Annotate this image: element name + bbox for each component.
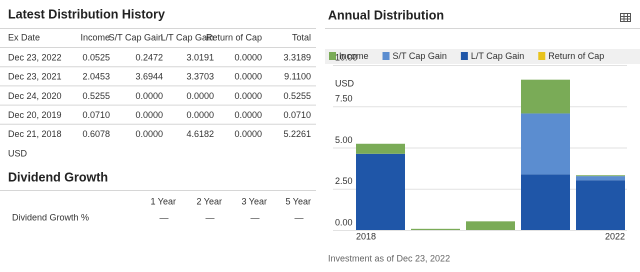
history-title: Latest Distribution History <box>8 7 165 21</box>
column-header: L/T Cap Gain <box>161 32 214 42</box>
cell: 0.0000 <box>234 110 262 120</box>
cell: 0.5255 <box>82 91 110 101</box>
column-header: Income <box>80 32 110 42</box>
legend-swatch <box>329 52 336 60</box>
y-tick-label: 0.00 <box>335 217 353 227</box>
bar-segment <box>576 175 625 177</box>
cell: 0.2472 <box>135 52 163 62</box>
legend-swatch <box>382 52 390 60</box>
legend-label: Income <box>339 51 369 61</box>
chart-title: Annual Distribution <box>328 8 444 22</box>
cell: — <box>160 212 169 222</box>
cell: 3.3703 <box>186 72 214 82</box>
bar-segment <box>411 228 460 230</box>
cell: Dec 24, 2020 <box>8 91 62 101</box>
growth-title: Dividend Growth <box>8 170 108 184</box>
cell: — <box>295 212 304 222</box>
bar-segment <box>576 180 625 230</box>
x-tick-label: 2022 <box>605 231 625 241</box>
cell: 0.5255 <box>283 91 311 101</box>
cell: 3.0191 <box>186 52 214 62</box>
legend-swatch <box>538 52 546 60</box>
bar-segment <box>576 176 625 181</box>
cell: 5.2261 <box>283 129 311 139</box>
y-tick-label: 2.50 <box>335 176 353 186</box>
column-header: Ex Date <box>8 32 40 42</box>
bar-segment <box>466 221 515 230</box>
cell: 0.6078 <box>82 129 110 139</box>
bar-segment <box>521 113 570 175</box>
column-header: Return of Cap <box>206 32 262 42</box>
cell: Dec 21, 2018 <box>8 129 62 139</box>
legend-label: S/T Cap Gain <box>393 51 447 61</box>
cell: — <box>251 212 260 222</box>
column-header: Total <box>292 32 311 42</box>
cell: 9.1100 <box>284 72 311 82</box>
column-header: 3 Year <box>241 196 267 206</box>
column-header: 1 Year <box>150 196 176 206</box>
currency: USD <box>8 148 28 158</box>
cell: 0.0000 <box>135 129 163 139</box>
cell: — <box>206 212 215 222</box>
column-header: 5 Year <box>285 196 311 206</box>
y-tick-label: 5.00 <box>335 135 353 145</box>
column-header: 2 Year <box>196 196 222 206</box>
growth-row-label: Dividend Growth % <box>12 212 89 222</box>
legend-bg <box>325 49 640 64</box>
cell: 0.0710 <box>283 110 311 120</box>
cell: 0.0000 <box>234 91 262 101</box>
cell: 4.6182 <box>186 129 214 139</box>
legend-label: L/T Cap Gain <box>471 51 524 61</box>
table-icon[interactable] <box>620 13 631 23</box>
column-header: S/T Cap Gain <box>109 32 163 42</box>
legend-swatch <box>460 52 468 60</box>
bar-segment <box>356 153 405 230</box>
y-tick-label: 7.50 <box>335 94 353 104</box>
cell: 0.0000 <box>135 91 163 101</box>
cell: 3.3189 <box>283 52 311 62</box>
cell: 0.0000 <box>234 52 262 62</box>
cell: 0.0000 <box>186 110 214 120</box>
y-tick-label: 10.00 <box>335 52 358 62</box>
cell: Dec 20, 2019 <box>8 110 62 120</box>
cell: 0.0000 <box>186 91 214 101</box>
cell: 0.0000 <box>234 129 262 139</box>
cell: Dec 23, 2021 <box>8 72 62 82</box>
bar-segment <box>521 79 570 114</box>
bar-segment <box>356 143 405 154</box>
cell: 2.0453 <box>82 72 110 82</box>
chart-note: Investment as of Dec 23, 2022 <box>328 253 450 263</box>
bar-segment <box>521 174 570 230</box>
cell: 0.0000 <box>234 72 262 82</box>
cell: 0.0525 <box>82 52 110 62</box>
cell: 3.6944 <box>135 72 163 82</box>
legend-label: Return of Cap <box>548 51 604 61</box>
cell: 0.0000 <box>135 110 163 120</box>
cell: 0.0710 <box>82 110 110 120</box>
y-unit: USD <box>335 78 355 88</box>
cell: Dec 23, 2022 <box>8 52 62 62</box>
x-tick-label: 2018 <box>356 231 376 241</box>
